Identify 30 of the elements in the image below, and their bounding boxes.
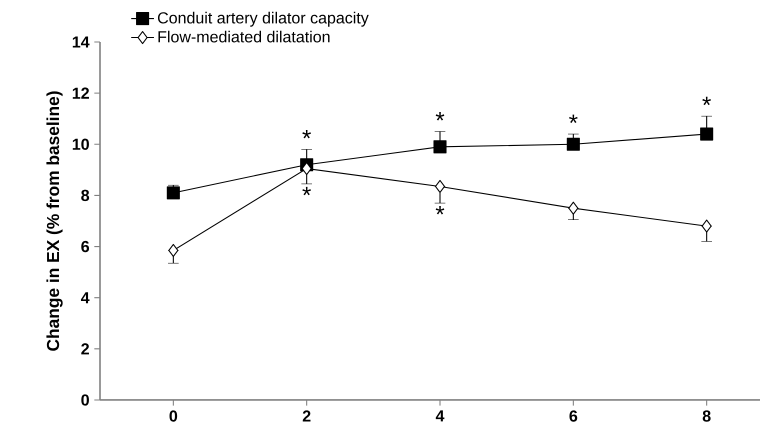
x-tick-label: 2 xyxy=(302,410,310,422)
y-tick-label: 6 xyxy=(81,240,90,252)
y-tick-label: 0 xyxy=(81,394,89,406)
y-tick-label: 8 xyxy=(81,190,90,202)
point xyxy=(433,140,447,154)
annotation: * xyxy=(302,130,311,138)
point xyxy=(702,220,712,233)
annotation: * xyxy=(436,206,444,214)
annotation: * xyxy=(302,186,311,196)
legend-label: Conduit artery dilator capacity xyxy=(158,12,369,27)
point xyxy=(700,128,714,141)
point xyxy=(568,202,578,215)
point xyxy=(434,180,446,194)
x-tick-label: 8 xyxy=(702,410,711,422)
annotation: * xyxy=(569,114,578,124)
y-tick-label: 10 xyxy=(72,138,89,150)
x-tick-label: 6 xyxy=(569,410,578,422)
point xyxy=(302,162,312,176)
y-tick-label: 4 xyxy=(80,292,90,304)
y-tick-label: 14 xyxy=(72,36,90,48)
annotation: * xyxy=(436,112,444,120)
x-tick-label: 0 xyxy=(170,410,178,422)
x-tick-label: 4 xyxy=(436,410,444,422)
annotation: * xyxy=(702,96,711,106)
y-tick-label: 2 xyxy=(81,343,89,354)
point xyxy=(566,138,580,151)
y-axis-title: Change in EX (% from baseline) xyxy=(46,91,63,351)
legend-label: Flow-mediated dilatation xyxy=(158,30,330,42)
y-tick-label: 12 xyxy=(72,88,89,99)
point xyxy=(168,244,178,257)
